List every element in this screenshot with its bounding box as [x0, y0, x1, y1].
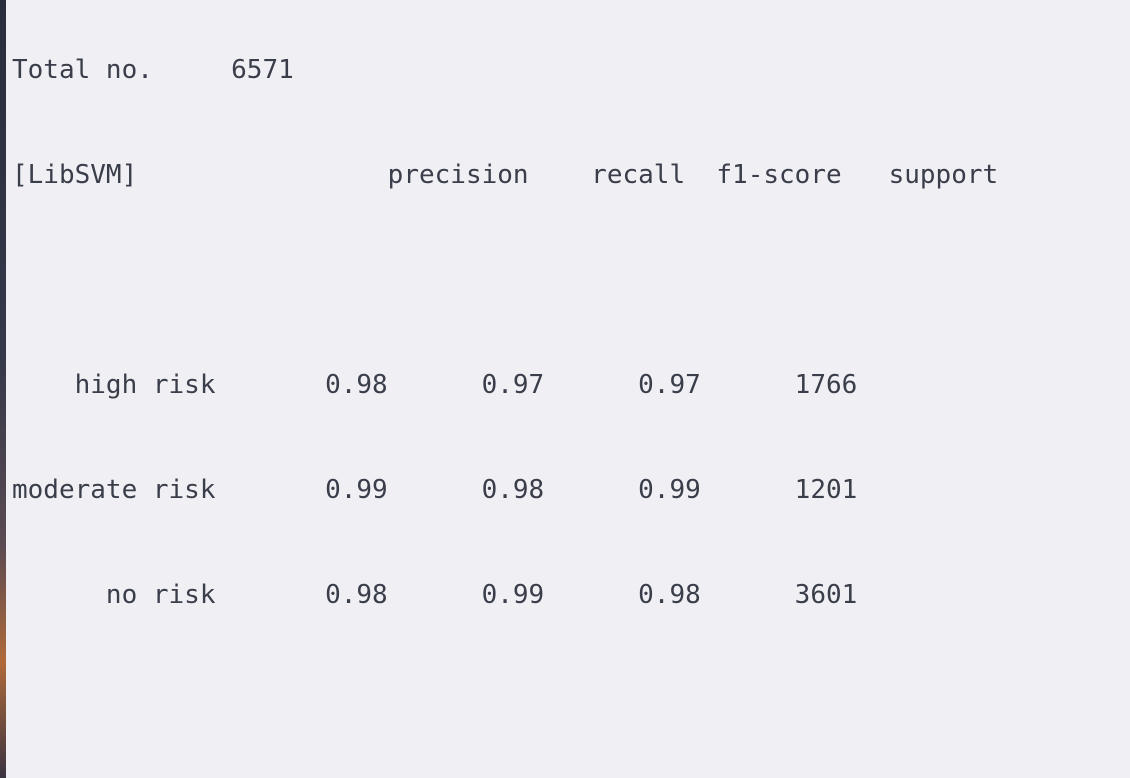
libsvm-report-header: [LibSVM] precision recall f1-score suppo… [12, 160, 999, 190]
truncated-header-line: Total no. 6571 [12, 55, 294, 85]
report1-row-moderate-risk: moderate risk 0.99 0.98 0.99 1201 [12, 475, 858, 505]
report1-row-high-risk: high risk 0.98 0.97 0.97 1766 [12, 370, 858, 400]
report1-row-no-risk: no risk 0.98 0.99 0.98 3601 [12, 580, 858, 610]
console-output[interactable]: Total no. 6571 [LibSVM] precision recall… [12, 0, 998, 778]
desktop-edge [0, 0, 6, 778]
blank-line [12, 683, 998, 718]
blank-line [12, 263, 998, 298]
